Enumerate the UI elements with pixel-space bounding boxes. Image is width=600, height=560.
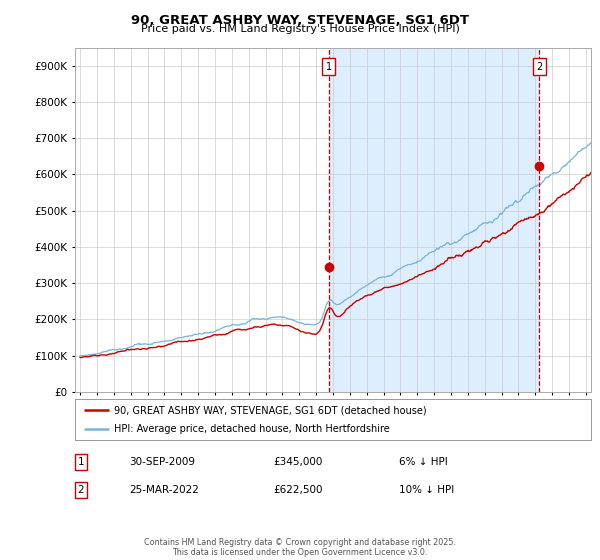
Text: Contains HM Land Registry data © Crown copyright and database right 2025.
This d: Contains HM Land Registry data © Crown c… (144, 538, 456, 557)
Text: 90, GREAT ASHBY WAY, STEVENAGE, SG1 6DT: 90, GREAT ASHBY WAY, STEVENAGE, SG1 6DT (131, 14, 469, 27)
Text: £345,000: £345,000 (273, 457, 322, 467)
Text: 1: 1 (326, 62, 332, 72)
Text: 6% ↓ HPI: 6% ↓ HPI (399, 457, 448, 467)
Text: 25-MAR-2022: 25-MAR-2022 (129, 485, 199, 495)
Text: Price paid vs. HM Land Registry's House Price Index (HPI): Price paid vs. HM Land Registry's House … (140, 24, 460, 34)
Text: 1: 1 (77, 457, 85, 467)
Text: 10% ↓ HPI: 10% ↓ HPI (399, 485, 454, 495)
Text: 2: 2 (77, 485, 85, 495)
Text: 90, GREAT ASHBY WAY, STEVENAGE, SG1 6DT (detached house): 90, GREAT ASHBY WAY, STEVENAGE, SG1 6DT … (114, 405, 427, 415)
Text: HPI: Average price, detached house, North Hertfordshire: HPI: Average price, detached house, Nort… (114, 424, 389, 433)
Text: 30-SEP-2009: 30-SEP-2009 (129, 457, 195, 467)
Bar (329, 48, 539, 392)
Text: 2: 2 (536, 62, 542, 72)
Text: £622,500: £622,500 (273, 485, 323, 495)
